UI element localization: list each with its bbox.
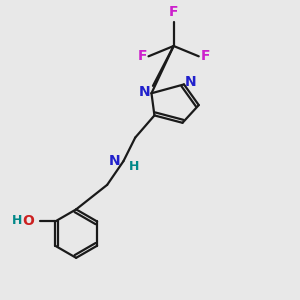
Text: F: F bbox=[200, 49, 210, 63]
Text: F: F bbox=[137, 49, 147, 63]
Text: N: N bbox=[185, 75, 196, 89]
Text: H: H bbox=[129, 160, 139, 173]
Text: H: H bbox=[11, 214, 22, 227]
Text: N: N bbox=[139, 85, 151, 99]
Text: F: F bbox=[169, 5, 178, 19]
Text: O: O bbox=[22, 214, 34, 228]
Text: N: N bbox=[109, 154, 121, 168]
